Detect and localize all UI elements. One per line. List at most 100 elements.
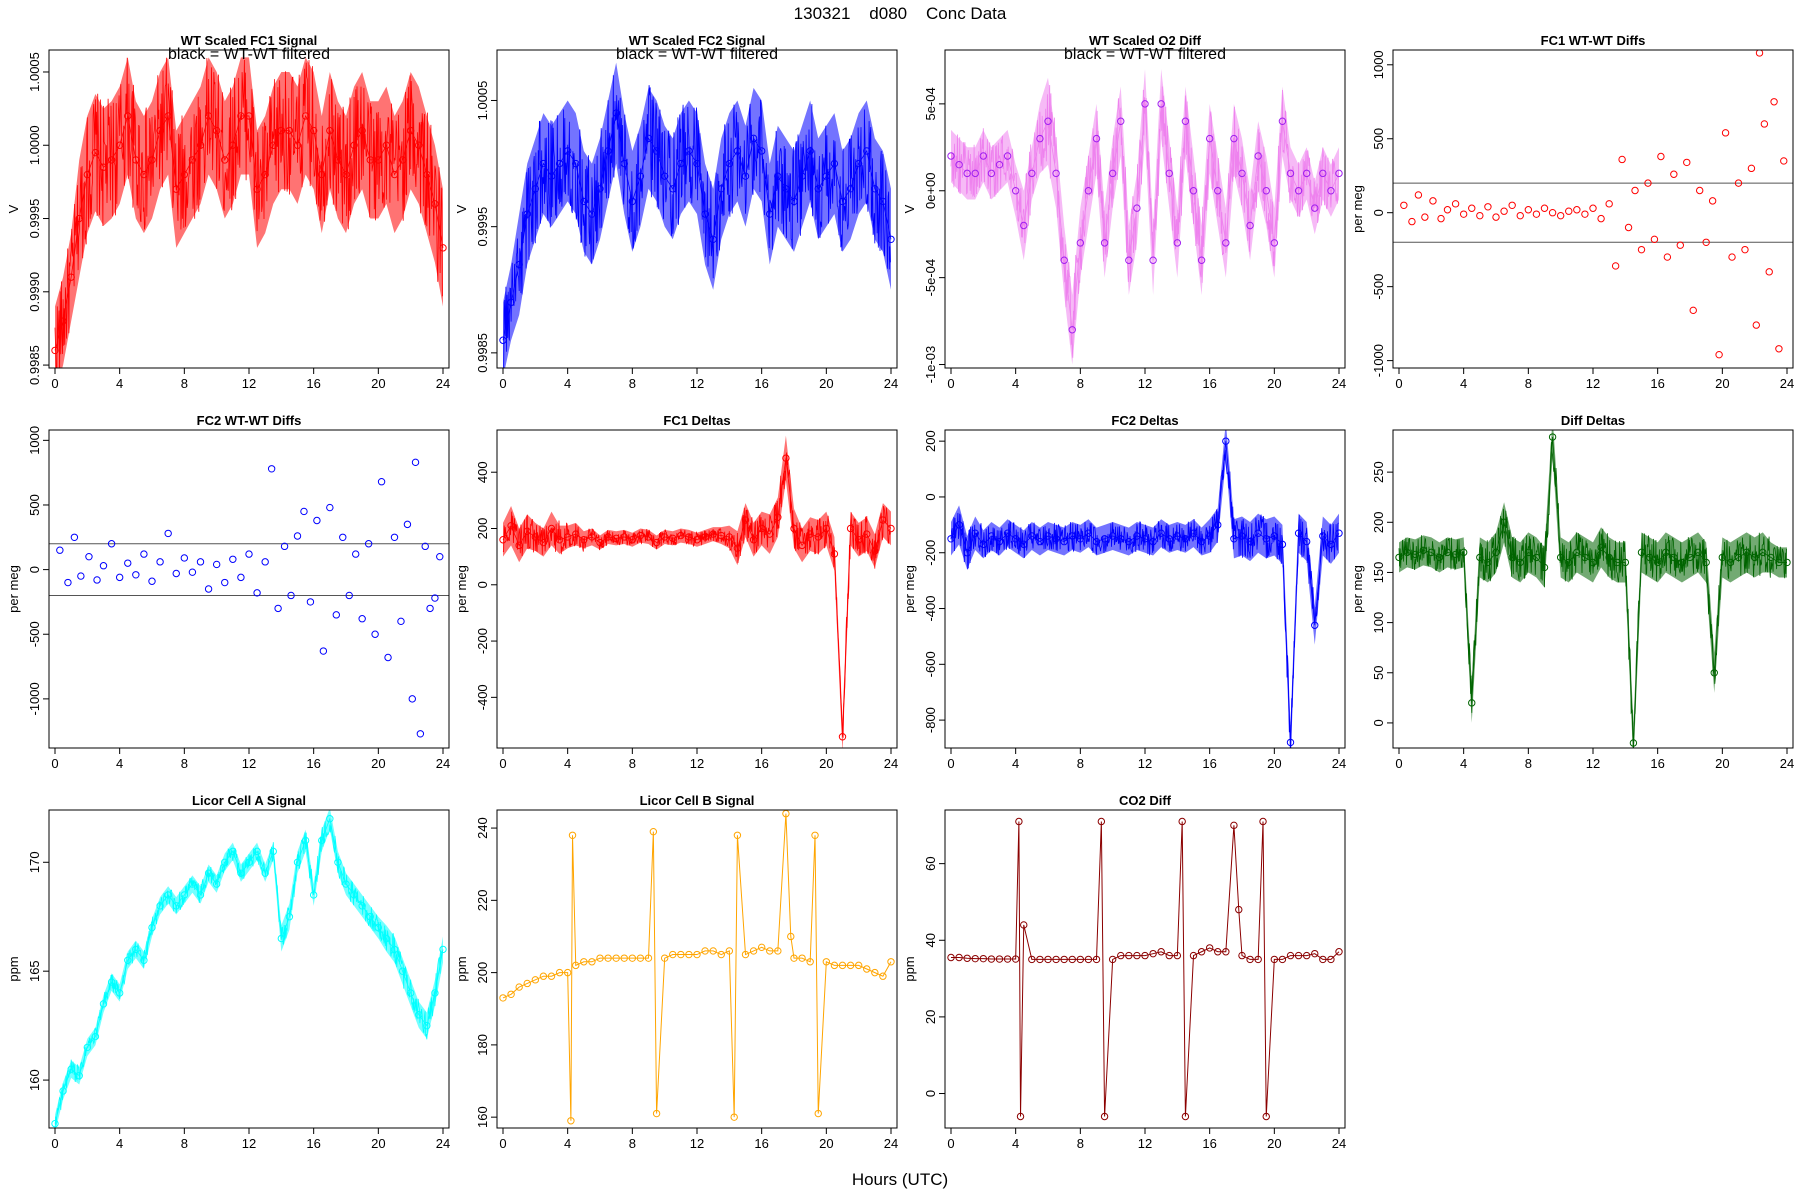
data-point: [277, 126, 286, 135]
data-point: [1597, 214, 1605, 223]
y-tick-label: 160: [27, 1069, 42, 1091]
data-point: [261, 558, 269, 566]
data-point: [741, 516, 750, 524]
data-point: [580, 536, 588, 544]
data-point: [51, 1119, 59, 1128]
data-point: [531, 533, 540, 541]
y-tick-label: -600: [923, 651, 938, 677]
x-tick-label: 20: [819, 756, 833, 771]
data-point: [196, 141, 205, 149]
data-point: [1419, 546, 1427, 555]
data-point: [1468, 204, 1476, 212]
data-point: [547, 972, 556, 980]
y-tick-label: 200: [475, 962, 490, 984]
data-point: [774, 172, 782, 180]
data-point: [693, 536, 701, 544]
data-point: [588, 958, 596, 966]
data-point: [580, 958, 588, 966]
data-point: [947, 152, 955, 160]
data-point: [431, 989, 439, 997]
data-point: [1294, 951, 1303, 960]
data-point: [677, 159, 685, 168]
x-tick-label: 0: [51, 376, 58, 391]
data-point: [1149, 537, 1157, 546]
plot-area: [947, 817, 1343, 1121]
plot-frame: [48, 429, 450, 749]
data-point: [326, 503, 334, 512]
x-tick-label: 0: [499, 1136, 506, 1151]
data-point: [955, 953, 963, 962]
data-point: [1100, 1112, 1109, 1121]
chart-title: FC1 WT-WT Diffs: [1541, 33, 1646, 48]
data-point: [140, 550, 148, 558]
y-tick-label: 0: [923, 1090, 938, 1097]
data-point: [547, 172, 556, 180]
data-point: [91, 148, 100, 157]
data-point: [555, 159, 564, 168]
data-point: [1319, 955, 1327, 964]
data-point: [1028, 532, 1036, 540]
signal-band: [1399, 430, 1787, 748]
y-tick-label: 500: [1371, 128, 1386, 150]
data-point: [620, 159, 628, 168]
data-point: [1181, 117, 1190, 125]
x-tick-label: 20: [371, 1136, 385, 1151]
data-point: [507, 298, 515, 307]
data-point: [628, 954, 637, 962]
data-point: [1060, 256, 1068, 264]
x-tick-label: 24: [436, 1136, 450, 1151]
plot-frame: [496, 809, 898, 1129]
y-tick-label: -1e-03: [923, 346, 938, 384]
data-point: [221, 858, 229, 866]
data-point: [1556, 211, 1565, 220]
data-point: [221, 578, 229, 587]
data-point: [1775, 558, 1783, 567]
data-point: [1259, 817, 1267, 826]
data-point: [1036, 134, 1044, 143]
data-point: [1157, 529, 1165, 537]
data-point: [1100, 535, 1109, 543]
data-point: [1556, 553, 1565, 562]
data-point: [1403, 548, 1411, 557]
data-point: [863, 965, 871, 973]
data-point: [987, 169, 996, 178]
data-point: [309, 891, 318, 899]
data-point: [620, 954, 628, 962]
data-point: [406, 126, 415, 135]
data-point: [1278, 540, 1287, 549]
data-point: [766, 210, 774, 218]
data-point: [1759, 548, 1767, 557]
data-point: [1286, 738, 1295, 747]
plot-area: [947, 430, 1343, 748]
data-point: [59, 317, 67, 325]
y-tick-label: -200: [475, 628, 490, 654]
data-point: [1540, 563, 1549, 572]
data-point: [1653, 558, 1662, 567]
data-point: [1044, 955, 1052, 964]
data-point: [416, 730, 425, 738]
data-point: [390, 945, 399, 954]
data-point: [1524, 206, 1533, 214]
data-point: [364, 540, 373, 548]
data-point: [1327, 187, 1335, 195]
chart-title: FC2 WT-WT Diffs: [197, 413, 302, 428]
data-point: [846, 524, 855, 533]
data-point: [148, 156, 156, 164]
signal-band: [503, 435, 891, 748]
data-point: [871, 968, 879, 977]
y-tick-label: -1000: [27, 682, 42, 715]
data-point: [1214, 521, 1222, 529]
signal-band: [951, 430, 1339, 748]
data-point: [423, 1021, 431, 1030]
data-point: [871, 185, 879, 193]
data-point: [1335, 169, 1343, 178]
data-point: [1003, 529, 1012, 537]
y-tick-label: 5e-04: [923, 87, 938, 120]
y-tick-label: 1.0000: [27, 125, 42, 165]
data-point: [75, 214, 83, 223]
data-point: [293, 532, 302, 540]
chart-panel-5: FC2 WT-WT Diffs 0 4 8 12 16 20 24 -1000 -500 0 500 1…: [6, 413, 450, 771]
data-point: [568, 831, 577, 839]
data-point: [1484, 203, 1492, 211]
data-point: [1662, 548, 1670, 557]
